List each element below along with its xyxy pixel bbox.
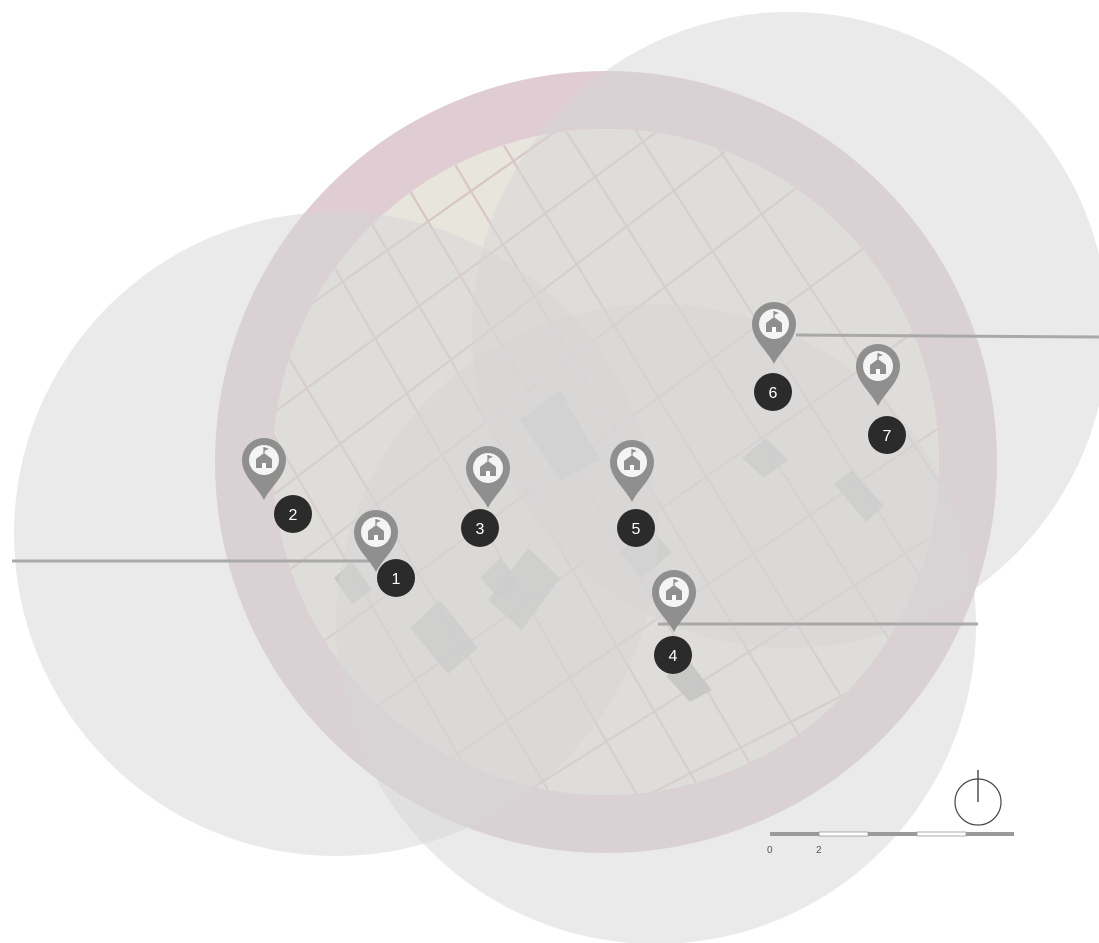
marker-number-badge (377, 559, 415, 597)
marker-number-label: 5 (632, 521, 641, 538)
school-icon (870, 353, 886, 374)
scale-label-2: 2 (816, 845, 822, 856)
school-marker-6[interactable]: 6 (752, 302, 796, 411)
coverage-zones (14, 12, 1099, 943)
marker-number-badge (868, 416, 906, 454)
school-marker-7[interactable]: 7 (856, 344, 906, 454)
marker-number-label: 2 (289, 507, 298, 524)
school-icon (766, 311, 782, 332)
scale-label-0: 0 (767, 845, 773, 856)
school-icon (480, 455, 496, 476)
scale-bar: 0 2 (767, 831, 1014, 856)
marker-number-label: 6 (769, 385, 778, 402)
school-marker-4[interactable]: 4 (652, 570, 696, 674)
school-marker-1[interactable]: 1 (354, 510, 415, 597)
leader-line (795, 333, 1099, 339)
marker-number-badge (754, 373, 792, 411)
marker-number-badge (461, 509, 499, 547)
north-arrow-icon (954, 770, 1002, 826)
marker-number-label: 4 (669, 648, 678, 665)
marker-number-badge (617, 509, 655, 547)
school-icon (624, 449, 640, 470)
marker-number-badge (274, 495, 312, 533)
school-marker-5[interactable]: 5 (610, 440, 655, 547)
marker-number-label: 3 (476, 521, 485, 538)
marker-number-label: 7 (883, 428, 892, 445)
school-marker-3[interactable]: 3 (461, 446, 510, 547)
school-icon (256, 447, 272, 468)
school-marker-2[interactable]: 2 (242, 438, 312, 533)
marker-number-label: 1 (392, 571, 401, 588)
school-icon (666, 579, 682, 600)
marker-number-badge (654, 636, 692, 674)
leader-lines (12, 333, 1099, 626)
school-icon (368, 519, 384, 540)
school-markers: 1 2 3 4 5 6 7 (242, 302, 906, 674)
